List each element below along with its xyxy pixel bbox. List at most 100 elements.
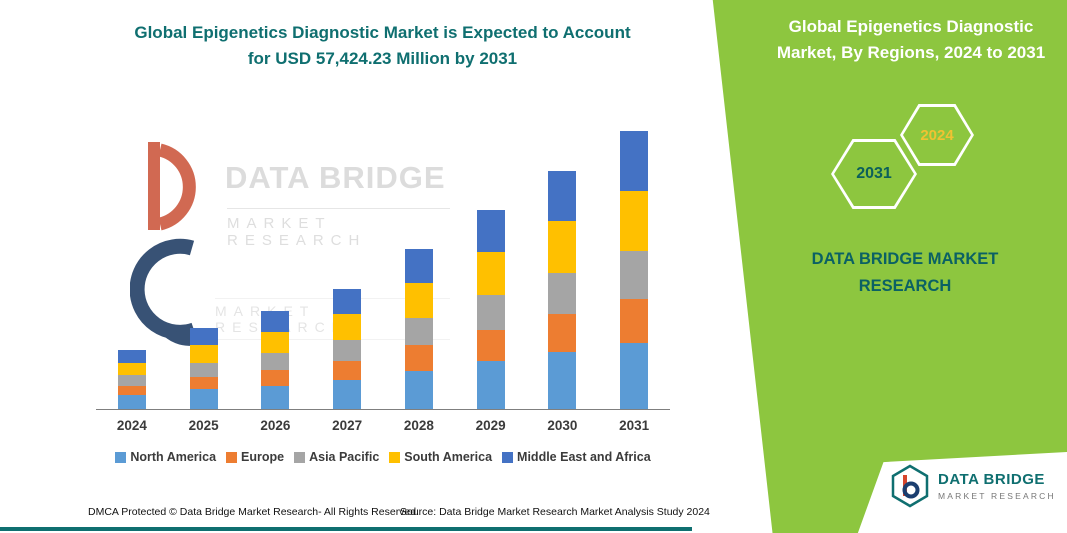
bar-slot-2029 [455, 210, 527, 409]
legend-item-europe: Europe [226, 450, 284, 464]
stacked-bar-2027 [333, 288, 362, 409]
legend-swatch-asia-pacific [294, 451, 306, 463]
stacked-bar-2031 [620, 131, 649, 409]
page-title: Global Epigenetics Diagnostic Market is … [55, 20, 710, 71]
page-title-line1: Global Epigenetics Diagnostic Market is … [134, 23, 631, 42]
segment-europe-2026 [261, 370, 290, 386]
stacked-bar-2025 [189, 327, 218, 409]
stacked-bar-2029 [476, 210, 505, 409]
segment-south-america-2028 [404, 283, 433, 318]
stacked-bar-2024 [117, 349, 146, 409]
brand-text: DATA BRIDGE MARKET RESEARCH [811, 250, 999, 296]
segment-europe-2031 [620, 299, 649, 344]
x-tick-label-2025: 2025 [188, 418, 219, 433]
segment-asia-pacific-2026 [261, 353, 290, 370]
segment-north-america-2028 [404, 370, 433, 409]
bar-slot-2030 [527, 170, 599, 409]
logo-text: DATA BRIDGE MARKET RESEARCH [938, 471, 1056, 501]
data-bridge-logo: DATA BRIDGE MARKET RESEARCH [890, 464, 1056, 508]
segment-south-america-2025 [189, 344, 218, 363]
segment-south-america-2027 [333, 314, 362, 341]
legend-label-europe: Europe [241, 450, 285, 464]
segment-north-america-2029 [476, 361, 505, 409]
watermark-brand-text: DATA BRIDGE [225, 160, 446, 195]
segment-asia-pacific-2031 [620, 251, 649, 300]
logo-subtitle: MARKET RESEARCH [938, 491, 1056, 501]
legend-item-south-america: South America [389, 450, 492, 464]
bar-slot-2027 [311, 288, 383, 409]
legend-swatch-south-america [389, 451, 401, 463]
segment-middle-east-and-africa-2030 [548, 170, 577, 222]
x-tick-label-2028: 2028 [403, 418, 434, 433]
legend-item-middle-east-and-africa: Middle East and Africa [502, 450, 651, 464]
x-tick-label-2027: 2027 [332, 418, 363, 433]
segment-middle-east-and-africa-2029 [476, 210, 505, 253]
stacked-bar-2026 [261, 311, 290, 409]
legend-swatch-middle-east-and-africa [502, 451, 514, 463]
bar-slot-2024 [96, 349, 168, 409]
segment-middle-east-and-africa-2025 [189, 327, 218, 345]
segment-north-america-2031 [620, 343, 649, 409]
segment-north-america-2025 [189, 389, 218, 409]
segment-middle-east-and-africa-2031 [620, 131, 649, 192]
watermark-sub-text: MARKET RESEARCH [227, 208, 450, 249]
segment-europe-2024 [117, 385, 146, 395]
x-tick-label-2026: 2026 [260, 418, 291, 433]
segment-europe-2030 [548, 314, 577, 353]
bar-slot-2025 [168, 327, 240, 409]
segment-europe-2025 [189, 376, 218, 390]
segment-south-america-2026 [261, 331, 290, 354]
hexagon-2031-label: 2031 [834, 142, 914, 206]
segment-europe-2027 [333, 361, 362, 381]
segment-south-america-2030 [548, 221, 577, 274]
bar-slot-2031 [598, 131, 670, 409]
legend: North America Europe Asia Pacific South Ame… [96, 450, 670, 464]
segment-asia-pacific-2030 [548, 273, 577, 315]
x-tick-label-2029: 2029 [475, 418, 506, 433]
x-tick-label-2030: 2030 [547, 418, 578, 433]
stacked-bar-2028 [404, 249, 433, 409]
segment-south-america-2024 [117, 362, 146, 376]
stacked-bar-chart: 2024 2025 2026 2027 2028 2029 2030 2031 North A… [96, 128, 670, 464]
x-tick-label-2024: 2024 [116, 418, 147, 433]
bar-slot-2028 [383, 249, 455, 409]
legend-item-asia-pacific: Asia Pacific [294, 450, 379, 464]
legend-label-south-america: South America [404, 450, 493, 464]
segment-asia-pacific-2027 [333, 340, 362, 362]
segment-europe-2028 [404, 345, 433, 371]
x-tick-label-2031: 2031 [619, 418, 650, 433]
segment-north-america-2027 [333, 380, 362, 409]
segment-europe-2029 [476, 329, 505, 362]
footer-dmca-text: DMCA Protected © Data Bridge Market Rese… [88, 506, 420, 518]
segment-middle-east-and-africa-2026 [261, 311, 290, 332]
legend-label-north-america: North America [130, 450, 217, 464]
hexagon-logo-icon [891, 464, 929, 508]
legend-swatch-north-america [115, 451, 127, 463]
segment-north-america-2024 [117, 394, 146, 409]
right-panel-title: Global Epigenetics Diagnostic Market, By… [776, 17, 1046, 63]
page-title-line2: for USD 57,424.23 Million by 2031 [247, 48, 518, 68]
segment-south-america-2031 [620, 191, 649, 252]
footer-source-text: Source: Data Bridge Market Research Mark… [400, 506, 710, 518]
bars-row [96, 128, 670, 410]
bottom-accent-line [0, 527, 692, 531]
segment-middle-east-and-africa-2028 [404, 249, 433, 284]
segment-asia-pacific-2028 [404, 317, 433, 346]
segment-asia-pacific-2029 [476, 295, 505, 330]
segment-asia-pacific-2025 [189, 362, 218, 377]
legend-item-north-america: North America [115, 450, 216, 464]
hexagon-2024-label: 2024 [903, 107, 971, 163]
watermark: DATA BRIDGE MARKET RESEARCH MARKET RESEA… [130, 136, 450, 366]
segment-middle-east-and-africa-2027 [333, 288, 362, 315]
x-axis-labels: 2024 2025 2026 2027 2028 2029 2030 2031 [96, 418, 670, 433]
legend-label-asia-pacific: Asia Pacific [309, 450, 380, 464]
stacked-bar-2030 [548, 170, 577, 409]
legend-swatch-europe [226, 451, 238, 463]
segment-middle-east-and-africa-2024 [117, 349, 146, 363]
bar-slot-2026 [240, 311, 312, 409]
segment-north-america-2026 [261, 385, 290, 409]
segment-asia-pacific-2024 [117, 375, 146, 386]
legend-label-middle-east-and-africa: Middle East and Africa [517, 450, 651, 464]
